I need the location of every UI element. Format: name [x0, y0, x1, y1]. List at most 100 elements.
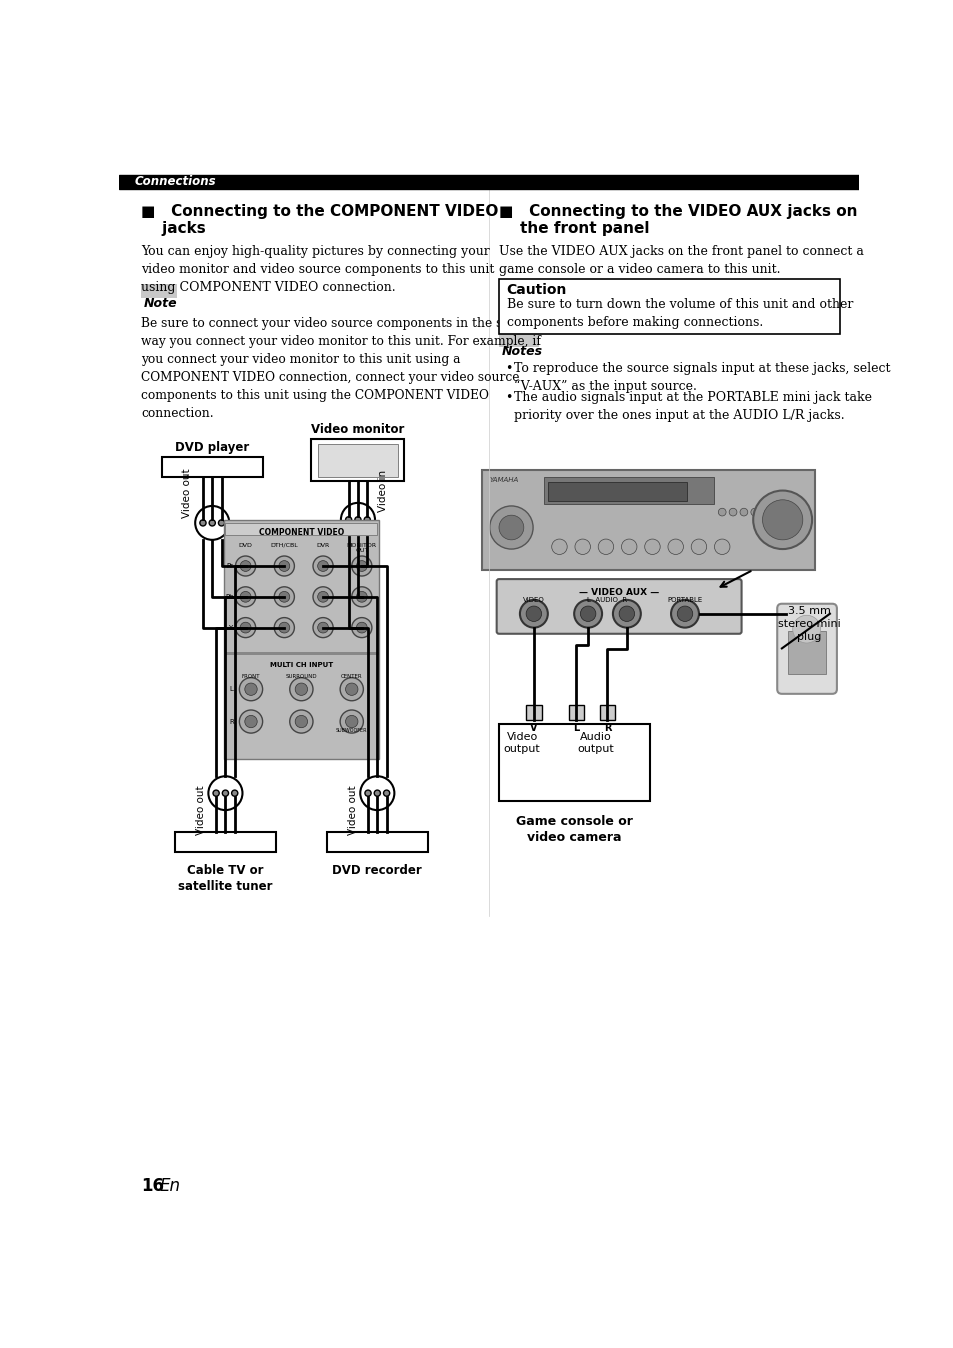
- Bar: [525, 705, 541, 720]
- Circle shape: [235, 617, 255, 638]
- Circle shape: [278, 623, 290, 634]
- Text: ■   Connecting to the COMPONENT VIDEO: ■ Connecting to the COMPONENT VIDEO: [141, 204, 497, 220]
- Bar: [119, 175, 858, 189]
- Circle shape: [718, 508, 725, 516]
- Circle shape: [753, 491, 811, 549]
- Bar: [481, 469, 815, 570]
- Circle shape: [235, 586, 255, 607]
- Circle shape: [356, 623, 367, 634]
- Text: FRONT: FRONT: [241, 674, 260, 679]
- Circle shape: [728, 508, 736, 516]
- Circle shape: [365, 790, 371, 797]
- Circle shape: [356, 561, 367, 572]
- Circle shape: [525, 607, 541, 621]
- Circle shape: [598, 539, 613, 554]
- Bar: [599, 705, 615, 720]
- Circle shape: [213, 790, 219, 797]
- FancyBboxPatch shape: [777, 604, 836, 694]
- Circle shape: [489, 506, 533, 549]
- Circle shape: [274, 586, 294, 607]
- Circle shape: [278, 592, 290, 603]
- Bar: [224, 520, 378, 759]
- Text: SURROUND: SURROUND: [285, 674, 316, 679]
- Text: L: L: [230, 686, 233, 693]
- Circle shape: [235, 555, 255, 576]
- Text: R: R: [229, 718, 233, 724]
- Text: Caution: Caution: [506, 283, 566, 297]
- Bar: [543, 477, 714, 504]
- Circle shape: [574, 600, 601, 628]
- Circle shape: [274, 617, 294, 638]
- Text: Video in: Video in: [377, 469, 387, 512]
- Circle shape: [245, 716, 257, 728]
- Circle shape: [290, 710, 313, 733]
- Circle shape: [317, 592, 328, 603]
- Bar: [498, 724, 649, 801]
- Text: Pr: Pr: [227, 563, 233, 569]
- Text: Video out: Video out: [182, 469, 193, 519]
- Circle shape: [352, 617, 372, 638]
- Circle shape: [240, 561, 251, 572]
- Circle shape: [760, 508, 769, 516]
- Circle shape: [579, 607, 596, 621]
- Circle shape: [352, 555, 372, 576]
- Bar: [327, 832, 427, 852]
- Circle shape: [199, 520, 206, 526]
- Text: Cable TV or
satellite tuner: Cable TV or satellite tuner: [178, 864, 273, 892]
- Bar: [311, 439, 404, 481]
- Circle shape: [612, 600, 640, 628]
- Circle shape: [551, 539, 567, 554]
- Text: Be sure to connect your video source components in the same
way you connect your: Be sure to connect your video source com…: [141, 317, 540, 421]
- Text: R: R: [603, 723, 611, 733]
- Circle shape: [245, 683, 257, 696]
- Text: •: •: [505, 391, 512, 404]
- Circle shape: [750, 508, 758, 516]
- Text: Pb: Pb: [226, 594, 234, 600]
- Circle shape: [644, 539, 659, 554]
- Circle shape: [317, 623, 328, 634]
- Circle shape: [290, 678, 313, 701]
- Text: V: V: [530, 723, 537, 733]
- Text: •: •: [505, 363, 512, 375]
- Circle shape: [355, 516, 360, 523]
- Circle shape: [575, 539, 590, 554]
- Text: Game console or
video camera: Game console or video camera: [516, 814, 632, 844]
- Text: — VIDEO AUX —: — VIDEO AUX —: [578, 588, 659, 597]
- Text: Note: Note: [144, 297, 177, 310]
- Circle shape: [340, 678, 363, 701]
- Circle shape: [345, 516, 352, 523]
- Text: CENTER: CENTER: [340, 674, 362, 679]
- Bar: [547, 483, 686, 501]
- Text: Y: Y: [228, 624, 232, 631]
- Text: YAMAHA: YAMAHA: [489, 477, 518, 484]
- Circle shape: [352, 586, 372, 607]
- Text: L  AUDIO  R: L AUDIO R: [587, 597, 627, 603]
- Circle shape: [294, 716, 307, 728]
- Text: Video monitor: Video monitor: [311, 423, 404, 435]
- Bar: [568, 705, 583, 720]
- Text: DVD recorder: DVD recorder: [332, 864, 422, 878]
- Bar: [317, 443, 397, 477]
- Circle shape: [240, 592, 251, 603]
- Bar: [498, 279, 840, 334]
- Text: MONITOR
OUT: MONITOR OUT: [346, 543, 376, 553]
- Circle shape: [340, 710, 363, 733]
- Circle shape: [618, 607, 634, 621]
- Bar: [225, 523, 377, 535]
- Text: DTH/CBL: DTH/CBL: [270, 543, 298, 547]
- Circle shape: [691, 539, 706, 554]
- Text: jacks: jacks: [141, 221, 206, 236]
- Text: Be sure to turn down the volume of this unit and other
components before making : Be sure to turn down the volume of this …: [506, 298, 852, 329]
- Text: DVD player: DVD player: [175, 441, 249, 453]
- Circle shape: [761, 500, 802, 539]
- Text: DVR: DVR: [316, 543, 330, 547]
- Text: En: En: [159, 1177, 180, 1194]
- Text: Connections: Connections: [134, 175, 216, 189]
- Bar: [141, 284, 176, 298]
- Circle shape: [294, 683, 307, 696]
- Circle shape: [772, 508, 780, 516]
- Circle shape: [364, 516, 370, 523]
- Text: Video
output: Video output: [503, 732, 540, 754]
- Circle shape: [345, 716, 357, 728]
- Circle shape: [239, 710, 262, 733]
